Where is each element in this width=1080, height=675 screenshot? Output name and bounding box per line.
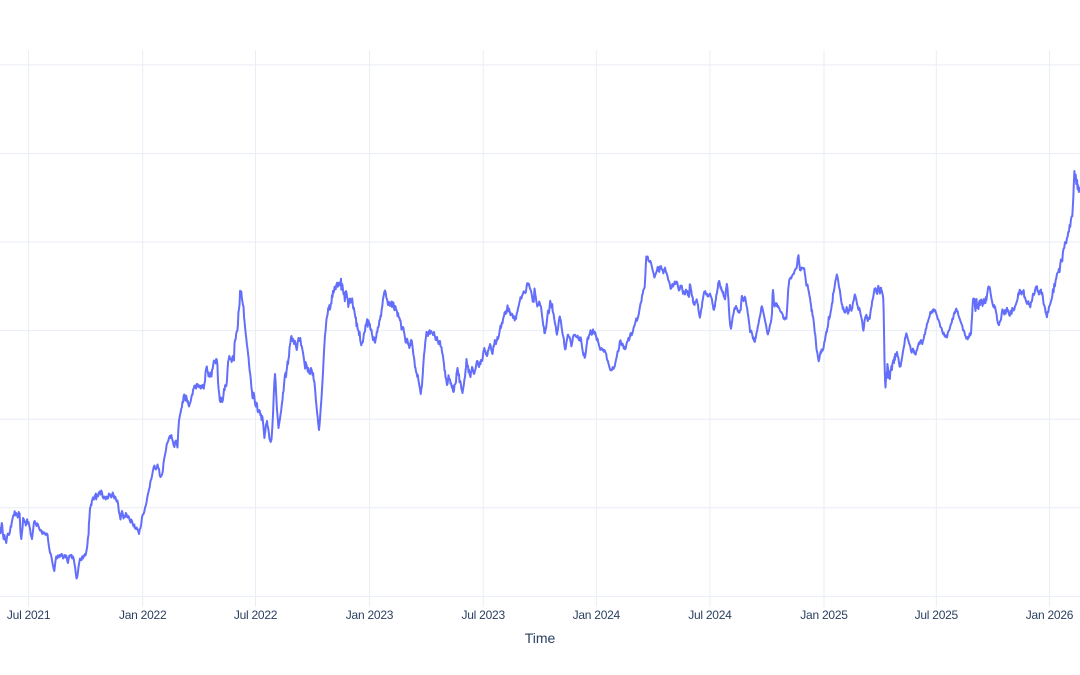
svg-text:Jan 2023: Jan 2023 [346,608,394,622]
svg-text:Jul 2024: Jul 2024 [688,608,732,622]
svg-text:Jul 2023: Jul 2023 [462,608,506,622]
svg-text:Jan 2022: Jan 2022 [119,608,167,622]
svg-text:Jul 2025: Jul 2025 [915,608,959,622]
svg-text:Jul 2021: Jul 2021 [7,608,51,622]
svg-text:Time: Time [525,630,556,646]
svg-text:Jul 2022: Jul 2022 [234,608,278,622]
svg-text:Jan 2024: Jan 2024 [573,608,621,622]
svg-text:Jan 2025: Jan 2025 [800,608,848,622]
svg-text:Jan 2026: Jan 2026 [1026,608,1074,622]
